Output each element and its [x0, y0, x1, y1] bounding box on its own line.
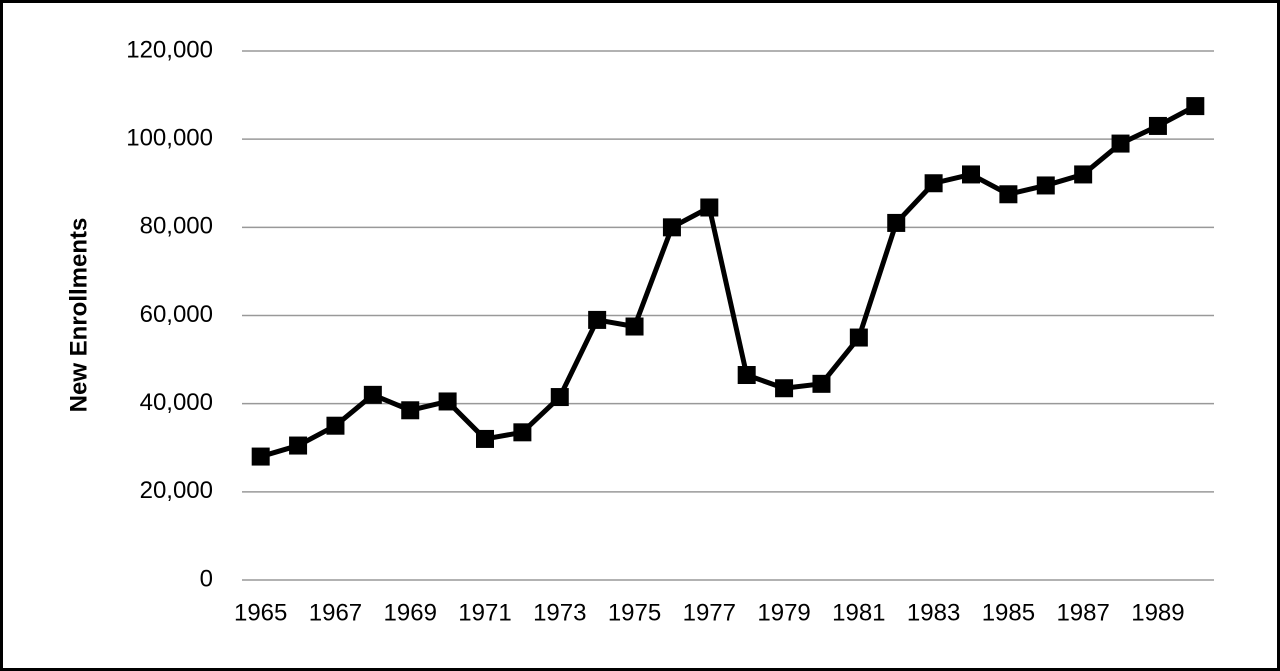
y-tick-label: 120,000 — [126, 36, 213, 63]
data-marker — [251, 447, 270, 466]
x-tick-label: 1973 — [533, 599, 586, 626]
data-marker — [962, 165, 980, 184]
x-tick-label: 1981 — [832, 599, 885, 626]
y-tick-label: 60,000 — [140, 301, 213, 328]
data-marker — [513, 423, 532, 442]
data-marker — [737, 366, 756, 385]
y-tick-label: 80,000 — [140, 213, 213, 240]
x-tick-label: 1985 — [982, 599, 1035, 626]
data-marker — [625, 317, 644, 336]
data-marker — [550, 388, 569, 407]
data-marker — [775, 379, 794, 398]
data-marker — [1036, 176, 1055, 195]
x-tick-label: 1971 — [458, 599, 511, 626]
data-marker — [476, 429, 494, 448]
data-marker — [1148, 116, 1167, 135]
data-marker — [289, 436, 308, 455]
y-axis-label: New Enrollments — [65, 218, 92, 413]
data-marker — [1186, 97, 1205, 116]
data-marker — [924, 174, 943, 193]
data-marker — [999, 185, 1018, 204]
data-marker — [887, 213, 906, 232]
data-marker — [401, 401, 420, 420]
data-marker — [662, 218, 681, 237]
data-marker — [700, 198, 719, 217]
y-tick-label: 0 — [200, 565, 213, 592]
y-tick-label: 40,000 — [140, 389, 213, 416]
y-tick-label: 100,000 — [126, 125, 213, 152]
data-marker — [1074, 165, 1093, 184]
x-tick-label: 1965 — [234, 599, 287, 626]
data-marker — [438, 392, 457, 411]
x-tick-label: 1979 — [757, 599, 810, 626]
x-tick-label: 1969 — [384, 599, 437, 626]
data-marker — [849, 328, 868, 347]
x-tick-label: 1977 — [683, 599, 736, 626]
data-marker — [812, 374, 831, 393]
data-marker — [326, 416, 345, 435]
data-marker — [1111, 134, 1130, 153]
x-tick-label: 1989 — [1131, 599, 1184, 626]
data-marker — [363, 385, 382, 404]
x-tick-label: 1987 — [1056, 599, 1109, 626]
x-tick-label: 1983 — [907, 599, 960, 626]
y-tick-label: 20,000 — [140, 477, 213, 504]
data-marker — [588, 310, 607, 329]
x-tick-label: 1967 — [309, 599, 362, 626]
x-tick-label: 1975 — [608, 599, 661, 626]
